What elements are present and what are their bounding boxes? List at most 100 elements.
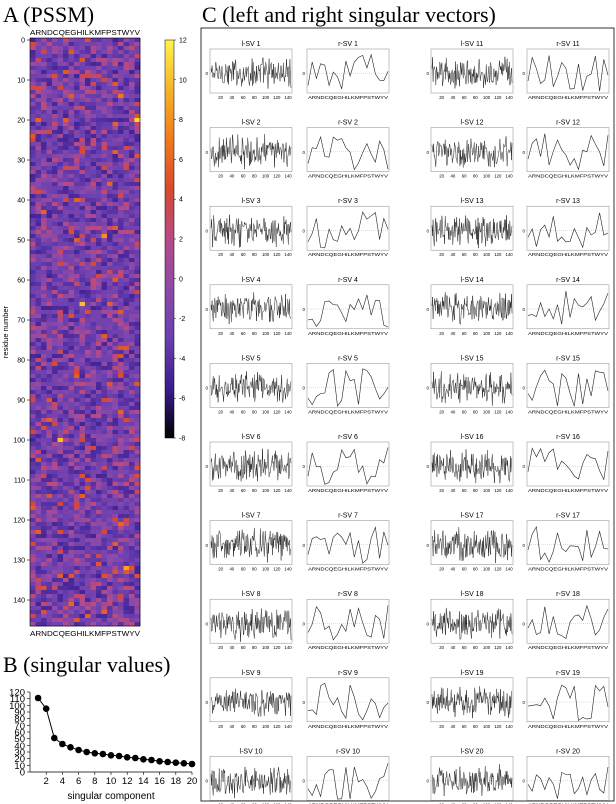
left-sv-plot-7-title: l-SV 7: [241, 513, 260, 520]
pssm-cell: [41, 466, 47, 471]
left-sv-plot-15-title: l-SV 15: [461, 355, 484, 362]
pssm-cell: [90, 82, 97, 87]
pssm-cell: [118, 406, 124, 411]
pssm-cell: [68, 110, 75, 115]
pssm-cell: [101, 254, 108, 259]
pssm-cell: [90, 374, 97, 379]
pssm-cell: [57, 418, 64, 423]
pssm-cell: [134, 78, 141, 83]
pssm-cell: [35, 174, 42, 179]
pssm-cell: [123, 566, 130, 571]
pssm-cell: [107, 310, 113, 315]
pssm-cell: [112, 242, 119, 247]
right-sv-plot-7-line: [307, 526, 389, 564]
pssm-cell: [57, 114, 64, 119]
pssm-cell: [35, 370, 42, 375]
sv-point: [180, 760, 188, 767]
pssm-cell: [123, 190, 130, 195]
pssm-cell: [107, 350, 113, 355]
pssm-cell: [129, 166, 135, 171]
pssm-cell: [85, 478, 91, 483]
pssm-cell: [112, 410, 119, 415]
pssm-cell: [46, 518, 53, 523]
pssm-cell: [118, 342, 124, 347]
pssm-cell: [57, 134, 64, 139]
pssm-cell: [52, 278, 58, 283]
left-sv-plot-1-x-tick-label: 40: [230, 95, 235, 100]
pssm-cell: [79, 542, 86, 547]
pssm-cell: [129, 458, 135, 463]
pssm-cell: [79, 538, 86, 543]
pssm-cell: [96, 598, 102, 603]
pssm-cell: [129, 106, 135, 111]
pssm-cell: [79, 386, 86, 391]
pssm-cell: [57, 362, 64, 367]
pssm-cell: [90, 290, 97, 295]
pssm-cell: [90, 602, 97, 607]
pssm-cell: [85, 186, 91, 191]
pssm-cell: [79, 238, 86, 243]
pssm-cell: [107, 154, 113, 159]
pssm-cell: [63, 338, 69, 343]
pssm-cell: [85, 622, 91, 627]
pssm-cell: [134, 150, 141, 155]
pssm-cell: [79, 234, 86, 239]
pssm-cell: [74, 458, 80, 463]
pssm-cell: [74, 442, 80, 447]
pssm-cell: [52, 378, 58, 383]
pssm-cell: [46, 562, 53, 567]
pssm-cell: [74, 158, 80, 163]
pssm-cell: [74, 338, 80, 343]
pssm-cell: [96, 346, 102, 351]
pssm-cell: [74, 150, 80, 155]
pssm-cell: [79, 262, 86, 267]
pssm-cell: [57, 606, 64, 611]
pssm-cell: [52, 526, 58, 531]
sv-point: [99, 750, 107, 758]
pssm-cell: [57, 230, 64, 235]
left-sv-plot-13-x-tick-label: 40: [451, 252, 456, 257]
right-sv-plot-3-line: [307, 211, 389, 249]
right-sv-plot-10-line: [307, 763, 389, 800]
pssm-cell: [112, 78, 119, 83]
pssm-cell: [118, 138, 124, 143]
left-sv-plot-12-x-tick-label: 40: [451, 174, 456, 179]
pssm-cell: [46, 322, 53, 327]
pssm-cell: [68, 474, 75, 479]
pssm-cell: [41, 258, 47, 263]
pssm-cell: [79, 142, 86, 147]
pssm-cell: [96, 494, 102, 499]
right-sv-plot-10-x-tick-labels: ARNDCQEGHILKMFPSTWYV: [308, 802, 389, 804]
pssm-cell: [63, 134, 69, 139]
pssm-cell: [52, 222, 58, 227]
pssm-cell: [101, 534, 108, 539]
pssm-cell: [107, 610, 113, 615]
pssm-cell: [96, 350, 102, 355]
pssm-cell: [63, 318, 69, 323]
pssm-cell: [63, 230, 69, 235]
pssm-cell: [129, 602, 135, 607]
pssm-cell: [118, 550, 124, 555]
pssm-cell: [107, 374, 113, 379]
pssm-cell: [68, 442, 75, 447]
pssm-cell: [107, 442, 113, 447]
pssm-cell: [118, 526, 124, 531]
pssm-cell: [134, 566, 141, 571]
pssm-cell: [123, 358, 130, 363]
pssm-cell: [35, 402, 42, 407]
pssm-cell: [101, 70, 108, 75]
pssm-cell: [79, 446, 86, 451]
pssm-cell: [74, 366, 80, 371]
pssm-cell: [101, 354, 108, 359]
pssm-cell: [57, 54, 64, 59]
pssm-cell: [118, 430, 124, 435]
pssm-cell: [30, 494, 36, 499]
pssm-cell: [134, 114, 141, 119]
pssm-cell: [101, 122, 108, 127]
pssm-cell: [68, 622, 75, 627]
pssm-cell: [68, 486, 75, 491]
left-sv-plot-4-y-tick-label: 0: [205, 307, 208, 312]
pssm-cell: [30, 78, 36, 83]
pssm-cell: [63, 82, 69, 87]
pssm-cell: [68, 166, 75, 171]
